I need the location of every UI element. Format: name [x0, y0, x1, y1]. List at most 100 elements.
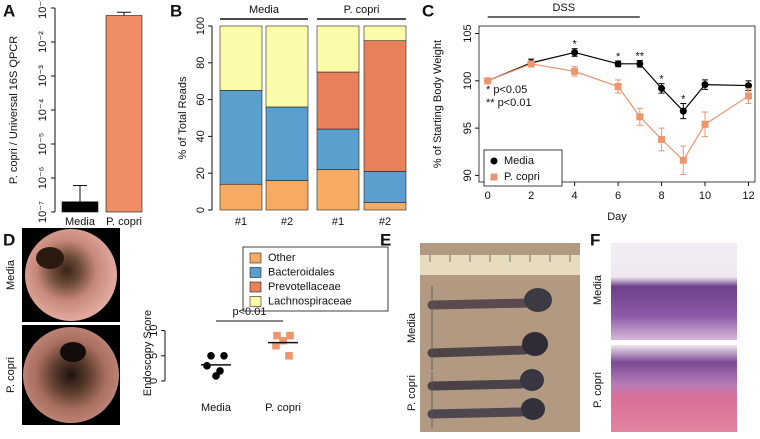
group-label: Media [249, 4, 280, 16]
significance-note: * p<0.05 [486, 84, 527, 96]
point [279, 336, 287, 345]
bar-segment [363, 202, 407, 211]
y-tick-label: 95 [462, 122, 474, 134]
x-tick-label: 0 [485, 190, 491, 202]
bar-segment [363, 25, 407, 42]
plot-frame [478, 25, 756, 183]
bar-segment [219, 183, 263, 211]
x-tick-label: Media [201, 402, 232, 414]
point [701, 81, 709, 89]
point [527, 60, 535, 68]
bar-segment [363, 171, 407, 203]
point [203, 362, 211, 370]
colons [427, 288, 552, 420]
significance-star: * [616, 51, 621, 63]
point [571, 48, 579, 56]
y-tick-label: 0 [148, 378, 160, 384]
significance-star: * [659, 74, 664, 86]
bar [61, 201, 99, 213]
significance-label: p<0.01 [233, 306, 267, 318]
legend-box [242, 246, 389, 312]
y-tick-label: 10⁻³ [37, 65, 49, 87]
legend-marker [490, 173, 498, 181]
panel-label: E [380, 230, 391, 249]
endoscopy-photo [25, 229, 117, 321]
y-tick-label: 10⁻⁷ [37, 201, 49, 223]
group-label: P. copri [344, 4, 380, 16]
panel-label: F [590, 230, 600, 249]
endoscopy-lumen [60, 342, 86, 362]
bar-segment [219, 90, 263, 185]
point [484, 77, 492, 85]
y-tick-label: 60 [195, 93, 207, 105]
legend-swatch [249, 267, 262, 278]
significance-star: ** [636, 50, 645, 62]
image-label: P. copri [5, 357, 17, 393]
y-tick-label: 5 [148, 353, 160, 359]
significance-star: * [681, 93, 686, 105]
y-tick-label: 10⁻⁶ [37, 167, 49, 190]
x-tick-label: P. copri [265, 402, 301, 414]
point [679, 156, 687, 164]
point [744, 92, 752, 100]
ruler-ticks [429, 255, 571, 262]
point [636, 113, 644, 121]
x-axis-label: Day [607, 211, 627, 223]
x-tick-label: #2 [281, 216, 293, 228]
point [220, 351, 228, 360]
point [614, 83, 622, 91]
bar-segment [265, 180, 309, 211]
y-tick-label: 10⁻⁴ [37, 98, 49, 121]
point [636, 60, 644, 68]
image-label: Media [592, 274, 604, 305]
bar-segment [316, 25, 360, 73]
point [744, 82, 752, 90]
x-tick-label: 10 [699, 190, 711, 202]
legend-label: Lachnospiraceae [268, 295, 352, 307]
x-tick-label: 4 [572, 190, 578, 202]
x-tick-label: P. copri [106, 216, 142, 228]
histology-photo [611, 345, 737, 432]
x-tick-label: #2 [379, 216, 391, 228]
bar-segment [265, 25, 309, 108]
y-axis-label: P. copri / Universal 16S QPCR [8, 36, 20, 184]
bar-segment [265, 106, 309, 181]
y-tick-label: 80 [195, 57, 207, 69]
bar-segment [316, 71, 360, 130]
x-tick-label: 8 [658, 190, 664, 202]
y-tick-label: 100 [195, 17, 207, 35]
legend-label: Media [504, 155, 535, 167]
image-label: P. copri [406, 375, 418, 411]
y-tick-label: 10⁻⁵ [37, 133, 49, 156]
bar-segment [316, 169, 360, 211]
y-tick-label: 20 [195, 167, 207, 179]
y-tick-label: 0 [195, 207, 207, 213]
legend-swatch [249, 281, 262, 293]
legend-label: P. copri [504, 171, 540, 183]
point [614, 60, 622, 68]
bar [105, 15, 143, 213]
bar-segment [316, 128, 360, 170]
legend-label: Prevotellaceae [268, 281, 341, 293]
point [286, 331, 294, 340]
panel-label: C [422, 1, 434, 20]
bar-segment [219, 25, 263, 91]
y-tick-label: 105 [462, 24, 474, 42]
point [285, 351, 293, 360]
point [679, 107, 687, 115]
x-tick-label: #1 [332, 216, 344, 228]
significance-note: ** p<0.01 [486, 97, 532, 109]
endoscopy-photo [23, 327, 119, 423]
x-tick-label: 12 [742, 190, 754, 202]
panel-label: B [170, 1, 182, 20]
panel-label: D [3, 230, 15, 249]
x-tick-label: 6 [615, 190, 621, 202]
point [207, 351, 215, 360]
y-tick-label: 10⁻² [37, 31, 49, 53]
legend-label: Other [268, 252, 296, 264]
point [273, 331, 281, 340]
point [658, 135, 666, 143]
legend-label: Bacteroidales [268, 266, 335, 278]
x-tick-label: 2 [528, 190, 534, 202]
